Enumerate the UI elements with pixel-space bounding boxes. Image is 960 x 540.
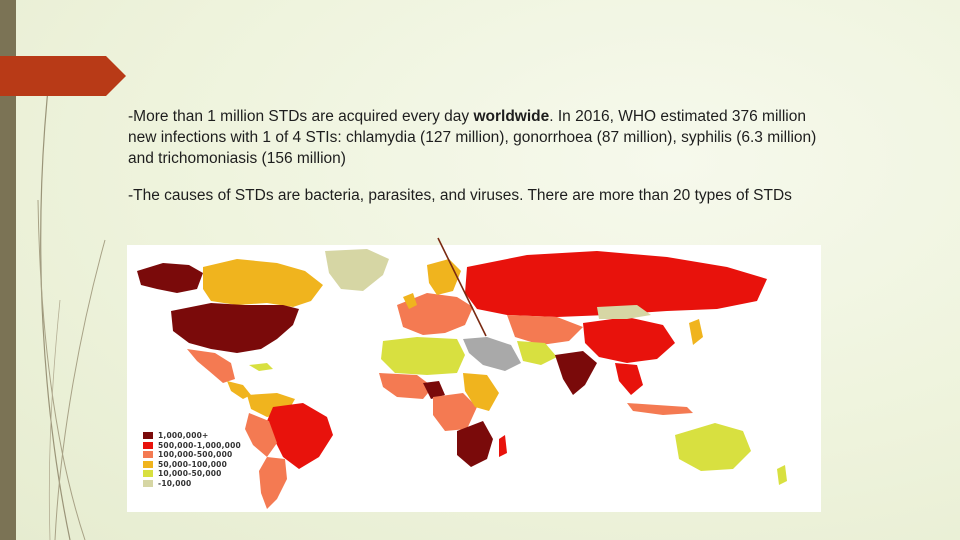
decorative-lines <box>37 69 106 540</box>
map-region-west-africa <box>379 373 433 399</box>
paragraph-1-suffix: . In 2016, WHO estimated 376 million new… <box>128 108 817 167</box>
map-region-australia <box>675 423 751 471</box>
map-region-japan <box>689 319 703 345</box>
map-legend: 1,000,000+ 500,000-1,000,000 100,000-500… <box>143 431 241 488</box>
legend-item: 500,000-1,000,000 <box>143 441 241 451</box>
legend-label: 50,000-100,000 <box>158 459 228 469</box>
map-region-central-america <box>227 381 251 399</box>
legend-item: 1,000,000+ <box>143 431 241 441</box>
legend-item: -10,000 <box>143 479 241 489</box>
map-region-east-africa <box>463 373 499 411</box>
world-map: 1,000,000+ 500,000-1,000,000 100,000-500… <box>127 245 821 512</box>
legend-swatch <box>143 479 153 487</box>
map-region-north-africa <box>381 337 465 375</box>
map-region-nigeria <box>423 381 445 399</box>
legend-swatch <box>143 460 153 468</box>
map-region-uk <box>403 293 417 309</box>
legend-swatch <box>143 432 153 440</box>
legend-swatch <box>143 451 153 459</box>
map-region-peru <box>245 413 277 457</box>
map-region-new-zealand <box>777 465 787 485</box>
map-region-alaska <box>137 263 203 293</box>
map-region-middle-east <box>463 337 521 371</box>
map-region-china <box>583 317 675 363</box>
legend-label: -10,000 <box>158 478 192 488</box>
slide-text: -More than 1 million STDs are acquired e… <box>128 106 828 222</box>
map-region-caribbean <box>249 363 273 371</box>
map-region-indonesia <box>627 403 693 415</box>
map-region-southern-africa <box>457 421 493 467</box>
map-region-russia <box>465 251 767 317</box>
legend-swatch <box>143 441 153 449</box>
map-region-mexico <box>187 349 235 383</box>
map-region-india <box>555 351 597 395</box>
legend-item: 100,000-500,000 <box>143 450 241 460</box>
legend-item: 50,000-100,000 <box>143 460 241 470</box>
paragraph-1-prefix: -More than 1 million STDs are acquired e… <box>128 108 474 125</box>
map-region-brazil <box>267 403 333 469</box>
map-region-usa <box>171 303 299 353</box>
left-decorative-strip <box>0 0 16 540</box>
legend-label: 1,000,000+ <box>158 431 209 441</box>
map-region-southeast-asia <box>615 363 643 395</box>
map-region-central-asia <box>507 315 583 345</box>
map-region-southern-cone <box>259 457 287 509</box>
map-region-mongolia <box>597 305 651 319</box>
legend-label: 10,000-50,000 <box>158 469 222 479</box>
paragraph-causes: -The causes of STDs are bacteria, parasi… <box>128 187 792 204</box>
slide-accent-tab <box>0 56 126 96</box>
legend-label: 500,000-1,000,000 <box>158 440 241 450</box>
legend-label: 100,000-500,000 <box>158 450 233 460</box>
map-region-scandinavia <box>427 259 461 295</box>
legend-item: 10,000-50,000 <box>143 469 241 479</box>
paragraph-statistics: -More than 1 million STDs are acquired e… <box>128 106 828 169</box>
legend-swatch <box>143 470 153 478</box>
world-map-graphic <box>137 249 787 509</box>
map-region-greenland <box>325 249 389 291</box>
map-region-canada <box>203 259 323 307</box>
map-region-madagascar <box>499 435 507 457</box>
map-region-iran <box>517 341 557 365</box>
paragraph-1-bold: worldwide <box>473 108 550 125</box>
map-region-central-africa <box>433 393 477 431</box>
